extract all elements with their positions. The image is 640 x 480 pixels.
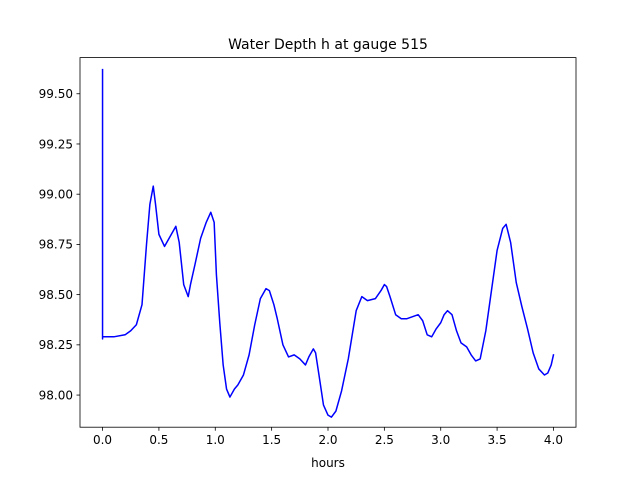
- x-axis: 0.0 0.5 1.0 1.5 2.0 2.5 3.0 3.5 4.0: [93, 427, 563, 447]
- x-tick-label: 3.5: [488, 433, 507, 447]
- chart-title: Water Depth h at gauge 515: [228, 37, 428, 53]
- x-tick-label: 2.0: [318, 433, 337, 447]
- series-line-0: [101, 68, 555, 418]
- y-tick-label: 98.25: [39, 338, 73, 352]
- y-tick-label: 98.00: [39, 388, 73, 402]
- x-tick-label: 0.5: [149, 433, 168, 447]
- y-tick-label: 99.50: [39, 87, 73, 101]
- x-tick-label: 1.5: [262, 433, 281, 447]
- y-tick-label: 99.25: [39, 137, 73, 151]
- x-tick-label: 2.5: [375, 433, 394, 447]
- x-tick-label: 1.0: [206, 433, 225, 447]
- plot-area: [80, 57, 576, 428]
- y-axis: 98.00 98.25 98.50 98.75 99.00 99.25 99.50: [39, 87, 80, 402]
- x-axis-label: hours: [311, 456, 345, 470]
- y-tick-label: 98.75: [39, 238, 73, 252]
- x-tick-label: 0.0: [93, 433, 112, 447]
- x-tick-label: 4.0: [544, 433, 563, 447]
- x-tick-label: 3.0: [431, 433, 450, 447]
- y-tick-label: 98.50: [39, 288, 73, 302]
- y-tick-label: 99.00: [39, 187, 73, 201]
- series-layer: [101, 68, 555, 418]
